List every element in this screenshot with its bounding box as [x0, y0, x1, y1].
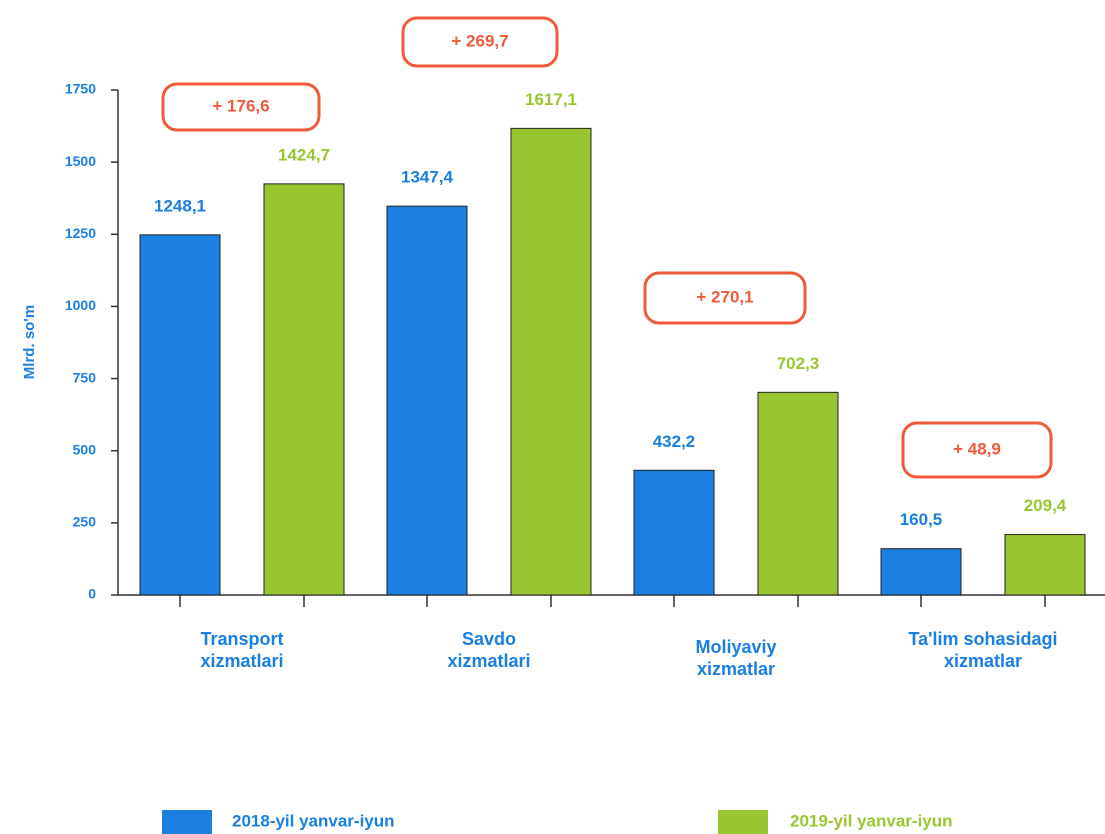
- annotation: + 48,9: [953, 439, 1001, 458]
- x-tick-label: Ta'lim sohasidagi xizmatlar: [908, 629, 1058, 671]
- legend-label: 2019-yil yanvar-iyun: [790, 811, 953, 830]
- bar: [633, 469, 715, 596]
- y-axis-label: Mlrd. so'm: [21, 305, 38, 379]
- legend-swatch: [162, 810, 212, 834]
- y-tick-label: 1250: [65, 225, 96, 241]
- annotation-box: [161, 82, 321, 132]
- x-tick-label: Transport xizmatlari: [200, 629, 284, 671]
- bar: [880, 548, 962, 596]
- bar: [139, 234, 221, 596]
- bar: [386, 205, 468, 596]
- annotation-box: [401, 16, 559, 68]
- y-tick-label: 1750: [65, 81, 96, 97]
- annotation-box: [901, 421, 1053, 479]
- value-label: 1424,7: [278, 145, 330, 164]
- annotation: + 269,7: [451, 31, 508, 50]
- annotation: + 176,6: [212, 96, 269, 115]
- bar: [757, 391, 839, 596]
- bar: [263, 183, 345, 596]
- value-label: 432,2: [653, 432, 696, 451]
- bar: [1004, 534, 1086, 596]
- value-label: 1347,4: [401, 168, 454, 187]
- value-label: 1617,1: [525, 90, 577, 109]
- y-tick-label: 500: [73, 441, 97, 457]
- y-tick-label: 750: [73, 369, 97, 385]
- value-label: 702,3: [777, 354, 820, 373]
- y-tick-label: 1000: [65, 297, 96, 313]
- legend-swatch: [718, 810, 768, 834]
- y-tick-label: 250: [73, 514, 97, 530]
- x-tick-label: Moliyaviy xizmatlar: [695, 637, 777, 679]
- annotation: + 270,1: [696, 287, 753, 306]
- value-label: 209,4: [1024, 496, 1067, 515]
- bar: [510, 127, 592, 596]
- annotation-box: [643, 271, 807, 325]
- value-label: 1248,1: [154, 196, 206, 215]
- value-label: 160,5: [900, 510, 943, 529]
- x-tick-label: Savdo xizmatlari: [447, 629, 531, 671]
- y-tick-label: 1500: [65, 153, 96, 169]
- legend-label: 2018-yil yanvar-iyun: [232, 811, 395, 830]
- y-tick-label: 0: [88, 586, 96, 602]
